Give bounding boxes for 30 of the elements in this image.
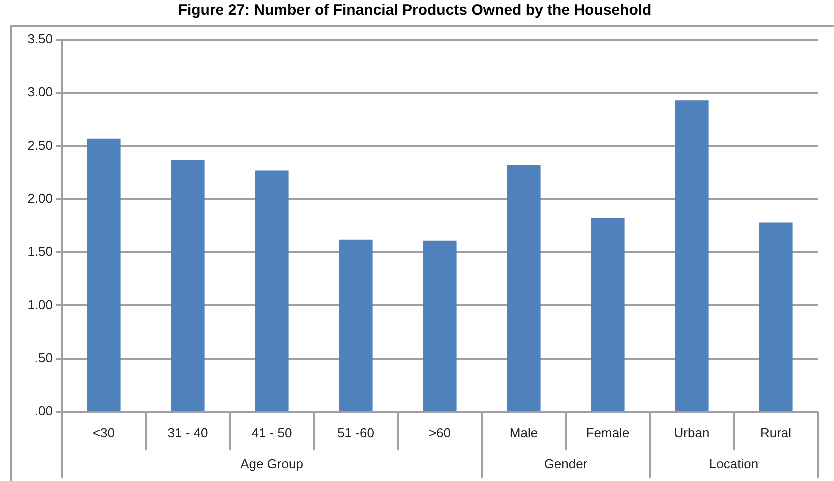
bar [423,240,457,411]
y-tick-label: .50 [34,350,53,366]
bar [759,222,793,411]
bar [339,240,373,411]
x-tick-label: Urban [674,425,710,440]
y-tick-label: 1.50 [28,244,53,260]
bar [675,100,709,411]
text: Location [709,456,759,472]
x-tick-label: 31 - 40 [168,425,208,440]
bar [171,160,205,411]
x-tick-label: Rural [760,425,792,440]
x-tick-label: 41 - 50 [252,425,292,440]
bar [87,138,121,411]
bar [507,165,541,411]
y-tick-label: 3.00 [28,84,53,100]
y-tick-label: 3.50 [28,32,53,47]
bar [255,170,289,411]
chart-title: Figure 27: Number of Financial Products Owned by the Household [178,2,652,20]
y-tick-label: .00 [34,404,53,419]
text: Age Group [240,456,304,472]
x-tick-label: 51 -60 [338,425,374,440]
y-tick-label: 1.00 [28,297,53,312]
x-tick-label: Male [510,425,538,440]
y-tick-label: 2.50 [28,138,53,153]
bar [591,218,625,411]
y-tick-label: 2.00 [28,191,53,206]
text: Gender [544,456,588,472]
x-tick-label: <30 [92,425,116,440]
x-tick-label: Female [586,425,630,440]
x-tick-label: >60 [428,425,452,440]
